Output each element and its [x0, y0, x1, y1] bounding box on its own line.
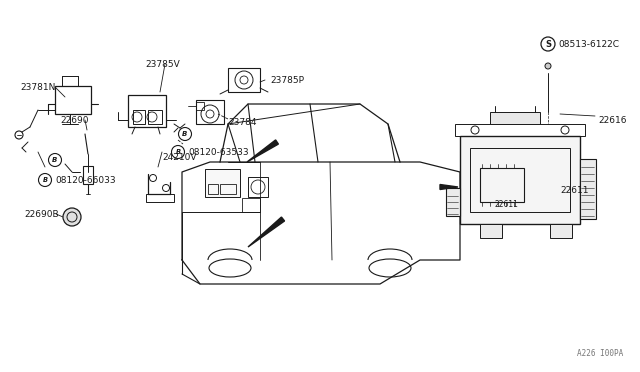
Circle shape [545, 63, 551, 69]
Text: B: B [52, 157, 58, 163]
Bar [580, 159, 596, 219]
Bar [248, 177, 268, 197]
Text: 22690B: 22690B [24, 209, 59, 218]
Bar [55, 86, 91, 114]
Bar [133, 110, 145, 124]
Text: B: B [42, 176, 47, 183]
Text: S: S [545, 39, 551, 48]
Text: 22611: 22611 [560, 186, 589, 195]
Bar [490, 112, 540, 124]
Bar [196, 102, 204, 110]
Polygon shape [440, 185, 458, 189]
Text: 23784: 23784 [228, 118, 257, 126]
Bar [148, 110, 162, 124]
Text: B: B [175, 148, 180, 154]
Bar [550, 224, 572, 238]
Bar [128, 95, 166, 127]
Bar [480, 168, 524, 202]
Text: A226 I00PA: A226 I00PA [577, 350, 623, 359]
Text: 23781N: 23781N [20, 83, 56, 92]
Text: 22690: 22690 [60, 115, 88, 125]
Text: 08120-66033: 08120-66033 [55, 176, 116, 185]
Bar [446, 188, 460, 216]
Bar [205, 169, 240, 197]
Text: 08120-63533: 08120-63533 [188, 148, 248, 157]
Bar [242, 198, 260, 212]
Bar [480, 224, 502, 238]
Polygon shape [247, 140, 278, 162]
Text: 23785V: 23785V [145, 60, 180, 68]
Bar [196, 100, 224, 124]
Bar [228, 68, 260, 92]
Text: 08513-6122C: 08513-6122C [558, 39, 619, 48]
Bar [83, 166, 93, 184]
Bar [460, 136, 580, 224]
Text: B: B [182, 131, 188, 137]
Circle shape [63, 208, 81, 226]
Bar [470, 148, 570, 212]
Text: 24210V: 24210V [162, 153, 196, 161]
Bar [146, 194, 174, 202]
Text: 22616: 22616 [598, 115, 627, 125]
Text: 23785P: 23785P [270, 76, 304, 84]
Bar [455, 124, 585, 136]
Bar [208, 184, 218, 194]
Bar [220, 184, 236, 194]
Text: 22611: 22611 [495, 199, 519, 208]
Polygon shape [248, 217, 285, 247]
